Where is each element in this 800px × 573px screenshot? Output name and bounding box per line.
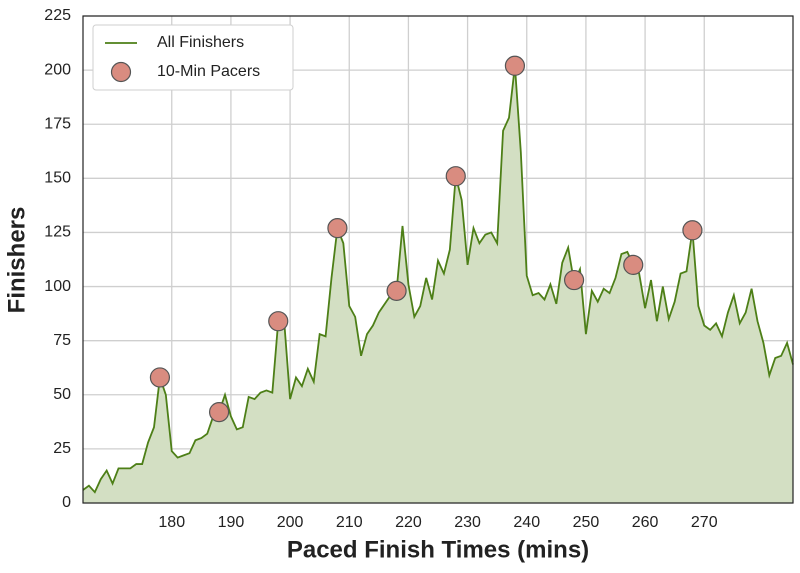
pacer-marker [504, 55, 526, 76]
pacer-marker [268, 311, 289, 332]
pacer-marker [327, 218, 348, 239]
y-tick-label: 200 [44, 61, 71, 78]
x-tick-label: 180 [158, 514, 185, 531]
pacer-marker [208, 401, 230, 423]
x-tick-label: 230 [454, 514, 481, 531]
y-tick-label: 150 [44, 170, 71, 187]
legend-label: All Finishers [157, 34, 244, 51]
x-tick-label: 240 [513, 514, 540, 531]
y-tick-label: 25 [53, 440, 71, 457]
pacer-marker [149, 367, 171, 388]
y-tick-label: 0 [62, 494, 71, 511]
line [82, 65, 794, 494]
y-tick-label: 175 [44, 115, 71, 132]
y-tick-label: 100 [44, 278, 71, 295]
y-tick-label: 125 [44, 224, 71, 241]
y-axis-title: Finishers [3, 207, 30, 314]
y-tick-label: 225 [44, 7, 71, 24]
plot-frame [82, 15, 794, 504]
y-tick-label: 50 [53, 386, 71, 403]
x-tick-label: 190 [218, 514, 245, 531]
x-tick-label: 220 [395, 514, 422, 531]
x-tick-label: 210 [336, 514, 363, 531]
legend-box [92, 24, 294, 91]
x-axis-title: Paced Finish Times (mins) [287, 536, 589, 563]
pacer-marker [386, 280, 407, 301]
y-tick-label: 75 [53, 332, 71, 349]
legend-marker [110, 61, 132, 83]
pacer-marker [682, 220, 703, 241]
pacer-marker [563, 269, 585, 291]
pacer-marker [623, 254, 644, 276]
x-tick-label: 250 [573, 514, 600, 531]
pacer-marker [445, 166, 466, 187]
x-tick-label: 200 [277, 514, 304, 531]
x-tick-label: 270 [691, 514, 718, 531]
legend-label: 10-Min Pacers [157, 63, 260, 80]
x-tick-label: 260 [632, 514, 659, 531]
